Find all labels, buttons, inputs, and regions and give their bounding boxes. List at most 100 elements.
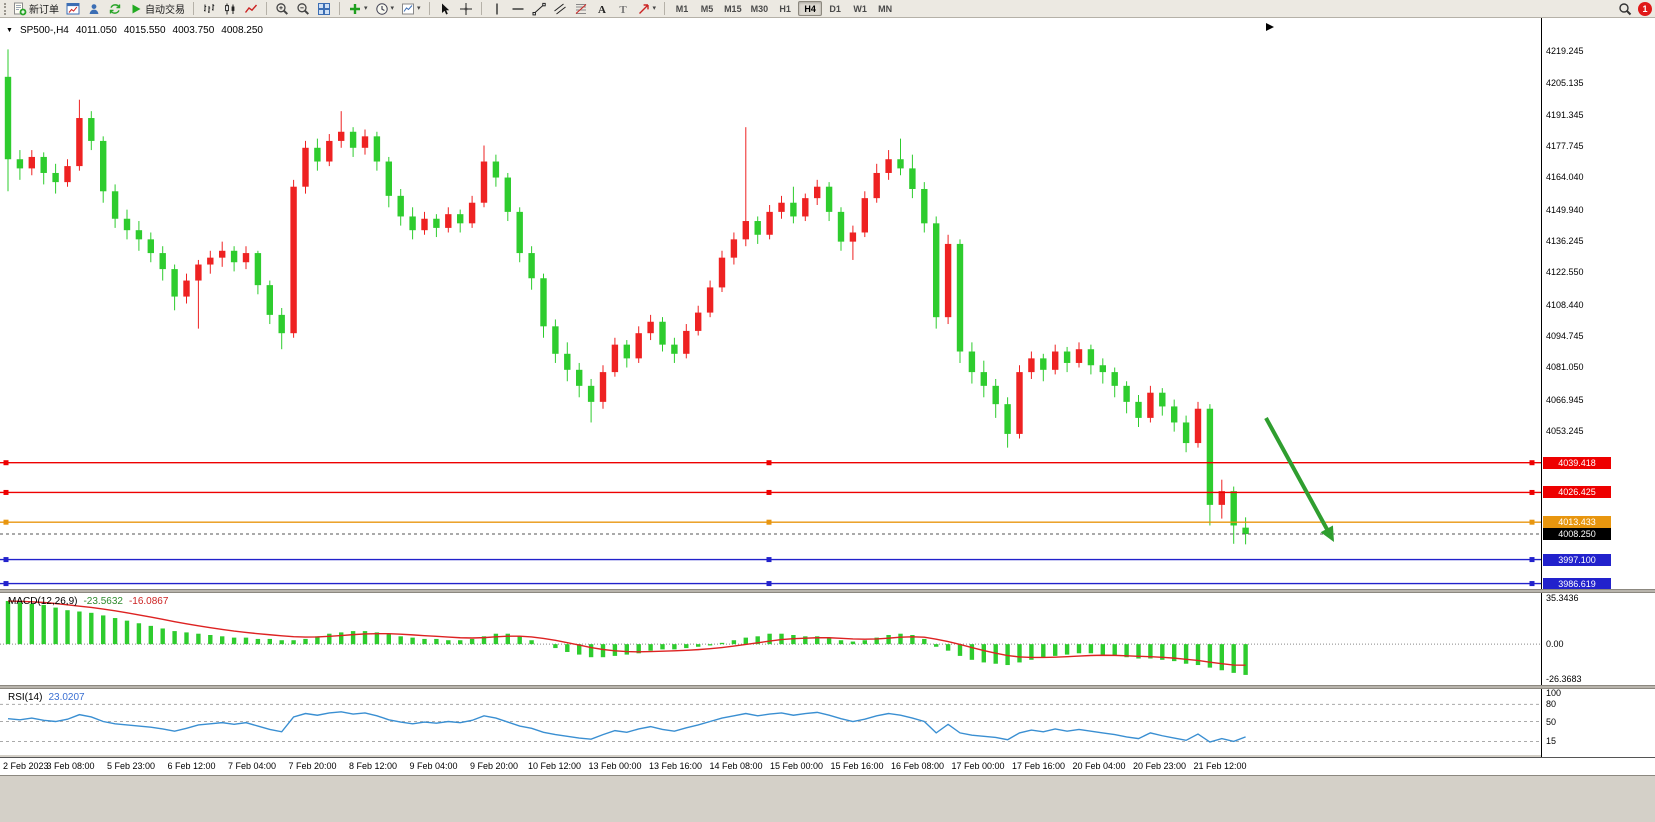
price-scale[interactable]: 4219.245 4205.135 4191.345 4177.745 4164.040… bbox=[1541, 18, 1655, 757]
templates-button[interactable]: ▾ bbox=[398, 1, 424, 17]
one-click-collapse-icon[interactable]: ▼ bbox=[6, 27, 13, 34]
arrows-button[interactable]: ▾ bbox=[634, 1, 660, 17]
timeframe-mn[interactable]: MN bbox=[878, 3, 893, 14]
profile-icon bbox=[87, 2, 101, 16]
candle-down bbox=[230, 250, 238, 263]
toolbar-separator bbox=[266, 2, 267, 15]
trend-arrow-head[interactable] bbox=[1320, 525, 1334, 542]
candle-up bbox=[195, 264, 202, 281]
candle-down bbox=[159, 253, 166, 270]
line-handle[interactable] bbox=[766, 460, 772, 466]
timeframe-d1[interactable]: D1 bbox=[829, 3, 841, 14]
line-chart-button[interactable] bbox=[241, 1, 261, 17]
candle-down bbox=[754, 221, 761, 235]
zoom-out-button[interactable] bbox=[293, 1, 313, 17]
line-handle[interactable] bbox=[3, 460, 9, 466]
market-watch-button[interactable] bbox=[84, 1, 104, 17]
line-handle[interactable] bbox=[766, 557, 772, 563]
candle-down bbox=[552, 326, 559, 354]
price-axis-tick: 4053.245 bbox=[1546, 426, 1584, 437]
timeframe-m1[interactable]: M1 bbox=[675, 3, 689, 14]
timeframe-m30[interactable]: M30 bbox=[750, 3, 769, 14]
chart-shift-marker[interactable] bbox=[1266, 23, 1274, 31]
line-handle[interactable] bbox=[3, 519, 9, 525]
ohlc-close: 4008.250 bbox=[221, 25, 263, 36]
panel-splitter[interactable] bbox=[0, 589, 1655, 593]
periods-icon bbox=[375, 2, 389, 16]
line-handle[interactable] bbox=[3, 581, 9, 587]
cursor-button[interactable] bbox=[435, 1, 455, 17]
trendline-button[interactable] bbox=[529, 1, 549, 17]
panel-splitter[interactable] bbox=[0, 685, 1655, 689]
line-handle[interactable] bbox=[1529, 519, 1535, 525]
timeframe-h1[interactable]: H1 bbox=[779, 3, 791, 14]
price-axis-tick: 4136.245 bbox=[1546, 236, 1584, 247]
candle-up bbox=[468, 202, 476, 224]
zoom-in-button[interactable] bbox=[272, 1, 292, 17]
line-handle[interactable] bbox=[3, 557, 9, 563]
trend-arrow[interactable] bbox=[1264, 417, 1332, 536]
chevron-down-icon: ▾ bbox=[652, 5, 657, 12]
periods-button[interactable]: ▾ bbox=[372, 1, 398, 17]
timeframe-w1[interactable]: W1 bbox=[853, 3, 867, 14]
price-level-label: 4026.425 bbox=[1543, 486, 1611, 499]
new-order-button[interactable]: 新订单 bbox=[10, 1, 62, 17]
line-handle[interactable] bbox=[1529, 581, 1535, 587]
macd-label: MACD(12,26,9) -23.5632 -16.0867 bbox=[8, 596, 168, 607]
candle-down bbox=[433, 218, 440, 228]
rsi-panel[interactable]: RSI(14) 23.0207 bbox=[0, 689, 1541, 755]
price-chart-canvas[interactable] bbox=[0, 18, 1541, 589]
time-axis-label: 17 Feb 00:00 bbox=[951, 761, 1005, 771]
price-chart-panel[interactable]: ▼ SP500-,H4 4011.050 4015.550 4003.750 4… bbox=[0, 18, 1541, 589]
charts-button[interactable] bbox=[63, 1, 83, 17]
vline-icon bbox=[490, 2, 504, 16]
price-level-label: 4013.433 bbox=[1543, 516, 1611, 529]
candle-down bbox=[1087, 349, 1095, 366]
candle-down bbox=[40, 156, 47, 173]
candle-up bbox=[611, 344, 619, 373]
time-axis-label: 6 Feb 12:00 bbox=[167, 761, 216, 771]
time-axis-label: 16 Feb 08:00 bbox=[890, 761, 945, 771]
toolbar-grip[interactable] bbox=[4, 2, 7, 15]
timeframe-m5[interactable]: M5 bbox=[700, 3, 714, 14]
tile-windows-button[interactable] bbox=[314, 1, 334, 17]
line-handle[interactable] bbox=[1529, 557, 1535, 563]
candle-up bbox=[338, 131, 345, 141]
candle-up bbox=[802, 198, 809, 217]
line-handle[interactable] bbox=[766, 581, 772, 587]
price-axis-tick: 4164.040 bbox=[1546, 172, 1584, 183]
fibonacci-button[interactable] bbox=[571, 1, 591, 17]
refresh-button[interactable] bbox=[105, 1, 125, 17]
rsi-canvas[interactable] bbox=[0, 689, 1541, 755]
search-button[interactable] bbox=[1615, 1, 1635, 17]
equidistant-channel-button[interactable] bbox=[550, 1, 570, 17]
bar-chart-button[interactable] bbox=[199, 1, 219, 17]
line-handle[interactable] bbox=[3, 489, 9, 495]
text-button[interactable]: A bbox=[592, 1, 612, 17]
candle-up bbox=[730, 239, 738, 258]
line-handle[interactable] bbox=[766, 489, 772, 495]
timeframe-h4[interactable]: H4 bbox=[798, 1, 823, 16]
auto-trading-button[interactable]: 自动交易 bbox=[126, 1, 188, 17]
time-axis-label: 8 Feb 12:00 bbox=[348, 761, 398, 771]
time-axis[interactable]: 2 Feb 2023 3 Feb 08:00 5 Feb 23:00 6 Feb 12… bbox=[0, 757, 1655, 775]
vertical-line-button[interactable] bbox=[487, 1, 507, 17]
line-handle[interactable] bbox=[1529, 489, 1535, 495]
hline-icon bbox=[511, 2, 525, 16]
indicators-button[interactable]: ▾ bbox=[345, 1, 371, 17]
candlestick-chart-button[interactable] bbox=[220, 1, 240, 17]
rsi-name: RSI(14) bbox=[8, 692, 43, 703]
price-level-label: 3997.100 bbox=[1543, 553, 1611, 566]
crosshair-button[interactable] bbox=[456, 1, 476, 17]
search-icon bbox=[1618, 2, 1632, 16]
text-label-button[interactable]: T bbox=[613, 1, 633, 17]
macd-canvas[interactable] bbox=[0, 593, 1541, 685]
horizontal-line-button[interactable] bbox=[508, 1, 528, 17]
time-axis-label: 7 Feb 04:00 bbox=[227, 761, 277, 771]
macd-panel[interactable]: MACD(12,26,9) -23.5632 -16.0867 bbox=[0, 593, 1541, 685]
notification-badge[interactable]: 1 bbox=[1638, 1, 1652, 16]
timeframe-m15[interactable]: M15 bbox=[724, 3, 742, 14]
line-handle[interactable] bbox=[766, 519, 772, 525]
line-handle[interactable] bbox=[1529, 460, 1535, 466]
toolbar-groups: 新订单 自动交易 ▾ ▾ ▾ A T ▾ M1 M5 M15 M30 H1 H4 D1 W1 MN bbox=[10, 0, 897, 18]
